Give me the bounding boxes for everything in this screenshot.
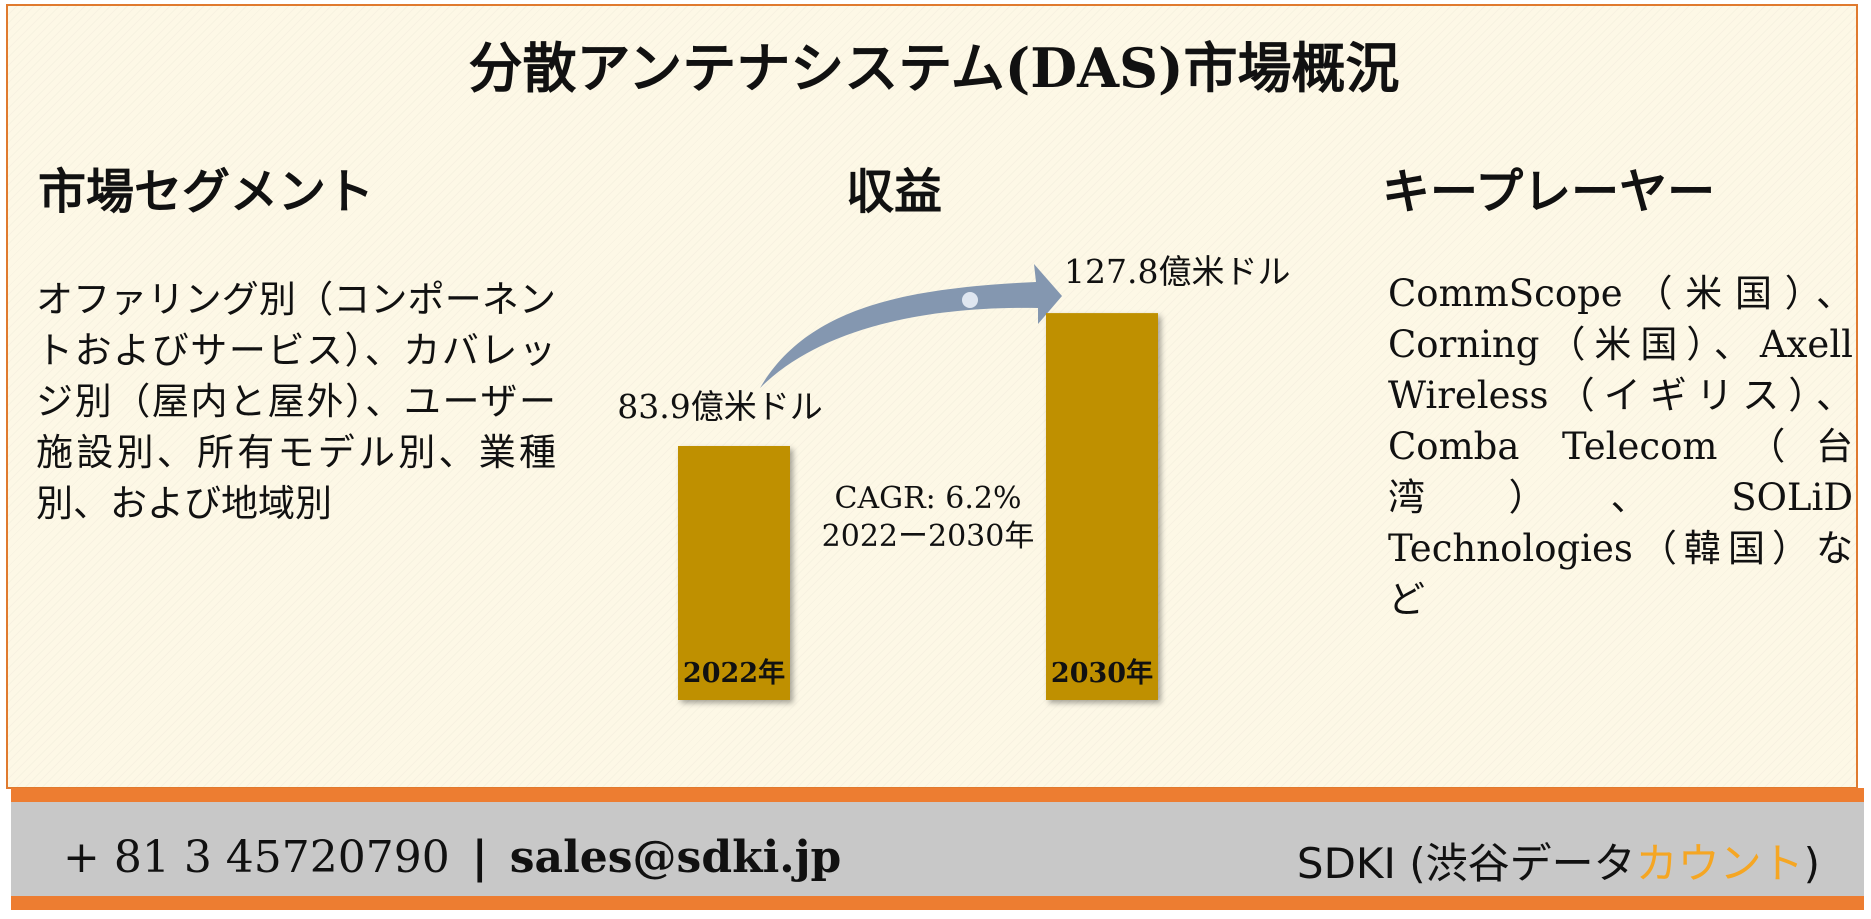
revenue-heading: 収益 xyxy=(846,164,943,220)
bar-0 xyxy=(678,446,790,700)
cagr-rate: CAGR: 6.2% xyxy=(834,481,1022,516)
brand-accent: カウント xyxy=(1635,839,1804,888)
brand-suffix: ) xyxy=(1803,839,1820,888)
phone-number[interactable]: + 81 3 45720790 xyxy=(63,832,450,883)
revenue-chart: 2022年 2030年 83.9億米ドル 127.8億米ドル xyxy=(617,252,1290,700)
cagr-period: 2022ー2030年 xyxy=(821,519,1035,554)
bar-value-label: 83.9億米ドル xyxy=(617,387,822,426)
players-heading: キープレーヤー xyxy=(1382,164,1716,220)
brand-prefix: SDKI (渋谷データ xyxy=(1296,839,1636,888)
page-title: 分散アンテナシステム(DAS)市場概況 xyxy=(468,36,1400,100)
contact-info: + 81 3 45720790 | sales@sdki.jp xyxy=(63,832,841,883)
bar-category-label: 2022年 xyxy=(683,657,785,689)
arrow-highlight-dot xyxy=(962,292,978,308)
growth-arrow-icon xyxy=(760,264,1062,388)
brand-name: SDKI (渋谷データカウント) xyxy=(1297,830,1820,891)
contact-separator: | xyxy=(471,832,488,883)
cagr-label: CAGR: 6.2% 2022ー2030年 xyxy=(788,480,1068,556)
footer-bar: + 81 3 45720790 | sales@sdki.jp SDKI (渋谷… xyxy=(11,788,1864,910)
infographic-panel: 分散アンテナシステム(DAS)市場概況 市場セグメント 収益 キープレーヤー オ… xyxy=(6,4,1858,789)
players-text: CommScope（米国）、Corning（米国）、Axell Wireless… xyxy=(1388,272,1853,621)
bar-1 xyxy=(1046,313,1158,700)
bar-value-label: 127.8億米ドル xyxy=(1064,252,1290,291)
bar-category-label: 2030年 xyxy=(1051,657,1153,689)
segments-heading: 市場セグメント xyxy=(38,164,375,220)
email-link[interactable]: sales@sdki.jp xyxy=(509,832,842,883)
segments-text: オファリング別（コンポーネントおよびサービス）、カバレッジ別（屋内と屋外）、ユー… xyxy=(36,278,556,525)
